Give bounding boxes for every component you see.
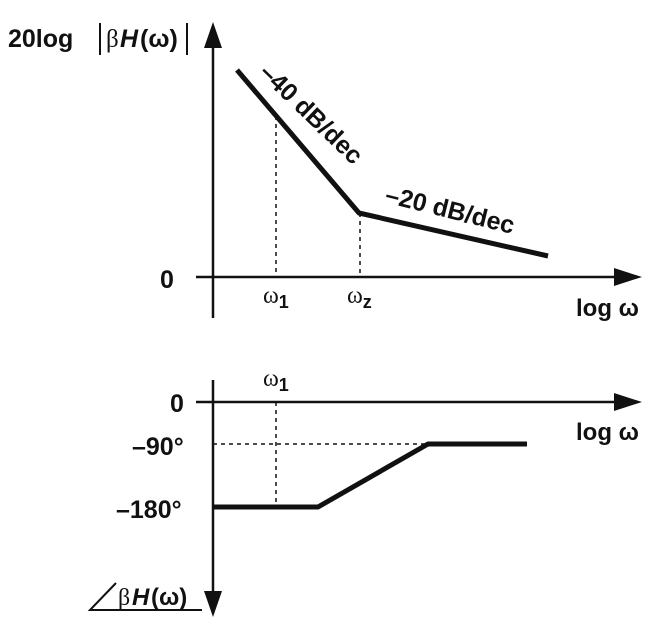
phase-zero-label: 0 (170, 390, 184, 418)
phase-x-axis-arrow (614, 393, 642, 411)
ylabel-beta: β (106, 26, 119, 53)
phase-y-label: β H (ω) (87, 582, 202, 611)
phase-x-label: log ω (576, 419, 639, 446)
phase-y-axis-arrow (204, 591, 222, 617)
magnitude-y-axis-arrow (204, 22, 222, 48)
phase-minus90-label: –90° (132, 433, 184, 461)
magnitude-plot: 20log β H (ω) 0 ω1 ωz log ω –40 dB/dec –… (8, 22, 642, 322)
phase-curve (213, 441, 527, 510)
svg-text:20log: 20log (8, 25, 73, 53)
magnitude-tick-wz: ωz (347, 283, 372, 312)
magnitude-y-label: 20log β H (ω) (8, 23, 188, 55)
phase-ylabel-beta: β (118, 585, 130, 611)
ylabel-omega: (ω) (140, 25, 178, 53)
phase-ylabel-omega: (ω) (151, 584, 187, 611)
magnitude-curve (235, 68, 549, 259)
ylabel-prefix: 20log (8, 25, 73, 53)
svg-text:H: H (132, 584, 150, 611)
svg-text:β: β (106, 26, 119, 53)
phase-tick-w1: ω1 (263, 366, 289, 395)
magnitude-zero-label: 0 (160, 266, 174, 294)
phase-plot: ω1 0 –90° –180° log ω β H (ω) (87, 366, 642, 617)
phase-minus180-label: –180° (116, 496, 182, 524)
svg-text:β: β (118, 585, 130, 611)
svg-text:(ω): (ω) (151, 584, 187, 611)
slope2-label: –20 dB/dec (383, 181, 518, 240)
phase-ylabel-H: H (132, 584, 150, 611)
ylabel-H: H (120, 25, 139, 53)
angle-symbol (87, 582, 202, 611)
magnitude-tick-w1: ω1 (263, 283, 289, 312)
svg-text:H: H (120, 25, 139, 53)
magnitude-x-axis-arrow (614, 268, 642, 286)
magnitude-x-label: log ω (576, 295, 639, 322)
svg-text:(ω): (ω) (140, 25, 178, 53)
